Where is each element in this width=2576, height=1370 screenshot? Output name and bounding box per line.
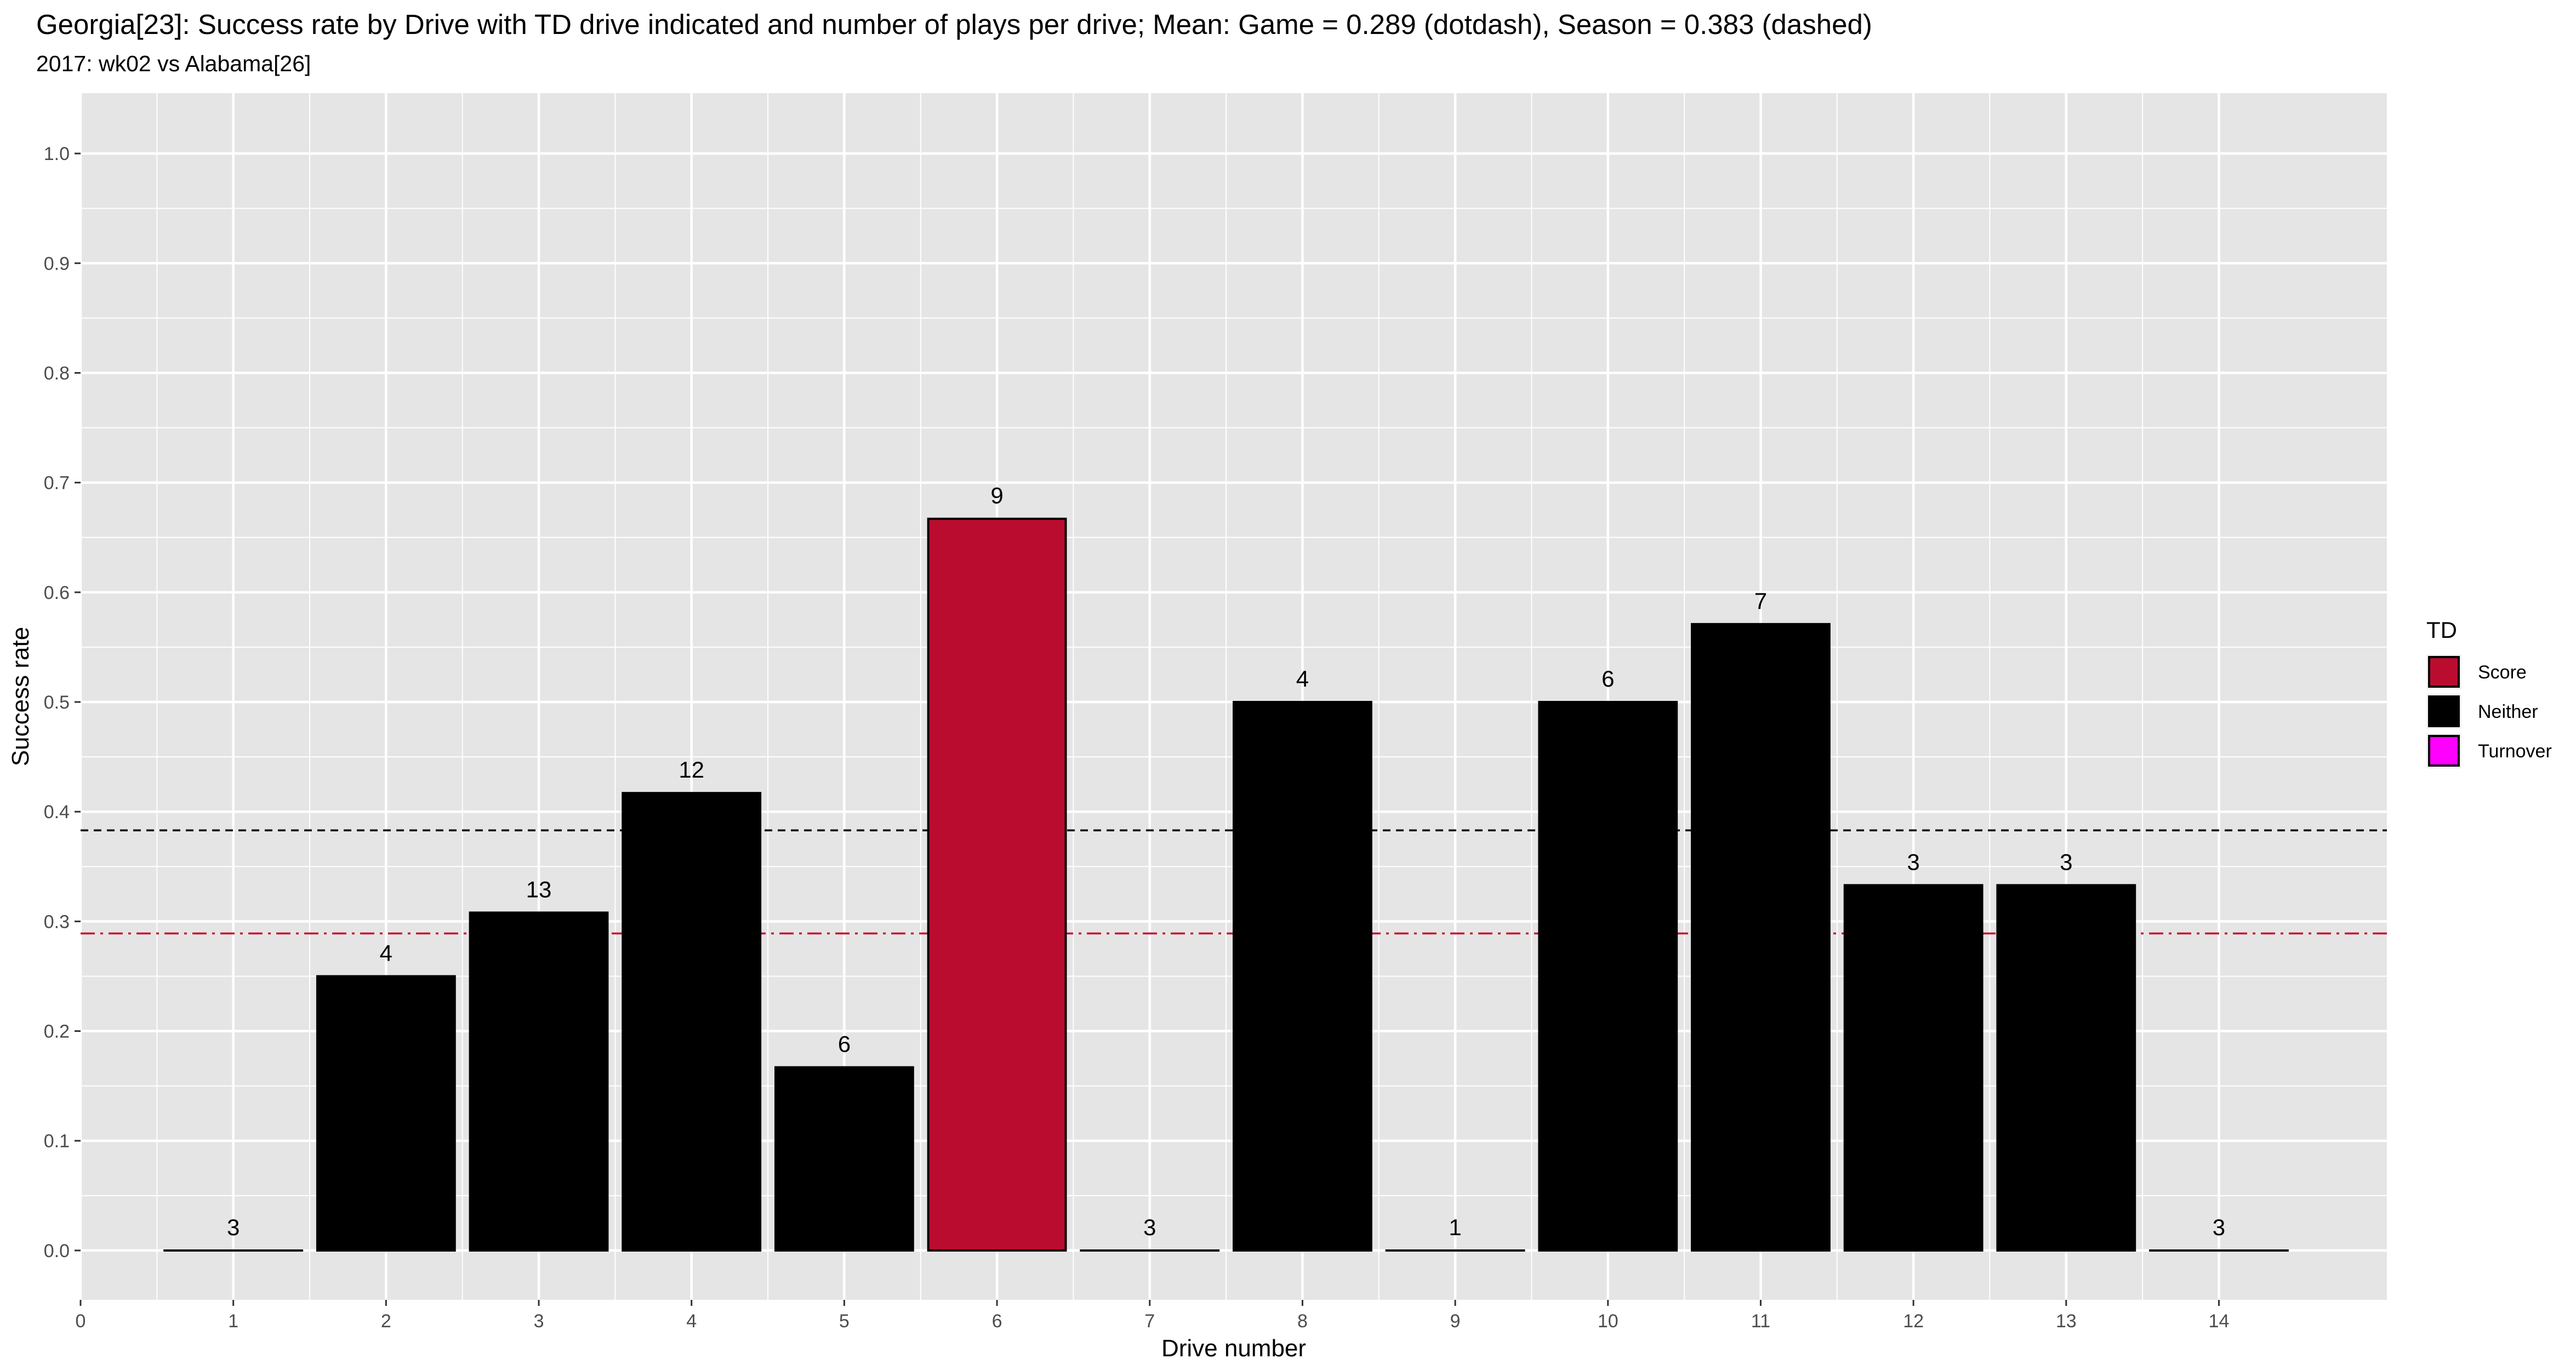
bar-label-drive-10: 6 xyxy=(1602,666,1614,692)
y-axis-title: Success rate xyxy=(7,627,34,766)
x-tick-label: 7 xyxy=(1144,1311,1155,1332)
x-tick-label: 13 xyxy=(2056,1311,2077,1332)
x-tick-label: 2 xyxy=(381,1311,391,1332)
bar-label-drive-13: 3 xyxy=(2060,849,2072,875)
legend-label-score: Score xyxy=(2478,662,2527,683)
minor-gridlines xyxy=(81,93,2387,1300)
x-tick-label: 9 xyxy=(1450,1311,1461,1332)
bar-label-drive-5: 6 xyxy=(838,1031,851,1057)
bars xyxy=(163,517,2289,1252)
y-tick-label: 0.6 xyxy=(44,583,70,603)
legend-key-neither xyxy=(2428,695,2460,727)
y-tick-label: 0.0 xyxy=(44,1241,70,1261)
x-tick-label: 5 xyxy=(839,1311,850,1332)
y-tick-label: 0.2 xyxy=(44,1021,70,1042)
bar-label-drive-6: 9 xyxy=(990,483,1003,509)
x-tick-label: 12 xyxy=(1903,1311,1924,1332)
legend-key-turnover xyxy=(2428,735,2460,767)
bar-label-drive-14: 3 xyxy=(2213,1214,2225,1240)
bar-drive-13 xyxy=(1996,884,2136,1252)
bar-label-drive-7: 3 xyxy=(1143,1214,1156,1240)
bar-label-drive-2: 4 xyxy=(380,940,392,966)
legend-label-turnover: Turnover xyxy=(2478,741,2552,762)
y-tick-label: 1.0 xyxy=(44,144,70,164)
bar-drive-8 xyxy=(1233,701,1372,1252)
x-tick-label: 6 xyxy=(992,1311,1002,1332)
bar-label-drive-9: 1 xyxy=(1449,1214,1461,1240)
bar-drive-4 xyxy=(622,792,762,1252)
y-tick-label: 0.5 xyxy=(44,692,70,713)
legend-title: TD xyxy=(2426,617,2457,643)
legend-label-neither: Neither xyxy=(2478,701,2538,722)
x-axis-title: Drive number xyxy=(1161,1335,1306,1362)
y-tick-label: 0.3 xyxy=(44,911,70,932)
x-tick-label: 3 xyxy=(534,1311,544,1332)
y-tick-label: 0.4 xyxy=(44,802,70,823)
chart-title: Georgia[23]: Success rate by Drive with … xyxy=(36,9,1872,40)
x-tick-label: 14 xyxy=(2209,1311,2230,1332)
y-tick-label: 0.7 xyxy=(44,473,70,494)
bar-drive-10 xyxy=(1538,701,1678,1252)
x-tick-label: 10 xyxy=(1598,1311,1618,1332)
x-tick-label: 4 xyxy=(686,1311,697,1332)
bar-drive-6 xyxy=(927,517,1067,1252)
bar-labels: 3 4 13 12 6 9 3 4 1 6 7 3 3 3 xyxy=(227,483,2225,1240)
bar-drive-11 xyxy=(1691,623,1831,1252)
y-axis: 0.0 0.1 0.2 0.3 0.4 0.5 0.6 0.7 0.8 0.9 1.0 xyxy=(44,144,81,1261)
x-tick-label: 0 xyxy=(76,1311,86,1332)
bar-label-drive-3: 13 xyxy=(526,876,552,902)
y-tick-label: 0.9 xyxy=(44,253,70,274)
bar-drive-2 xyxy=(316,975,456,1252)
bar-label-drive-12: 3 xyxy=(1907,849,1919,875)
x-tick-label: 11 xyxy=(1751,1311,1770,1332)
bar-label-drive-8: 4 xyxy=(1296,666,1309,692)
x-tick-label: 8 xyxy=(1297,1311,1308,1332)
y-tick-label: 0.8 xyxy=(44,363,70,384)
chart-subtitle: 2017: wk02 vs Alabama[26] xyxy=(36,51,311,76)
y-tick-label: 0.1 xyxy=(44,1131,70,1152)
bar-drive-3 xyxy=(469,911,609,1252)
bar-drive-5 xyxy=(774,1066,914,1252)
bar-label-drive-1: 3 xyxy=(227,1214,240,1240)
legend-key-score xyxy=(2428,656,2460,688)
x-axis: 0 1 2 3 4 5 6 7 8 9 10 11 12 13 14 xyxy=(76,1300,2230,1332)
bar-drive-12 xyxy=(1843,884,1984,1252)
bar-label-drive-4: 12 xyxy=(679,757,704,783)
legend: TD Score Neither Turnover xyxy=(2426,617,2552,768)
bar-label-drive-11: 7 xyxy=(1754,588,1767,614)
x-tick-label: 1 xyxy=(228,1311,238,1332)
